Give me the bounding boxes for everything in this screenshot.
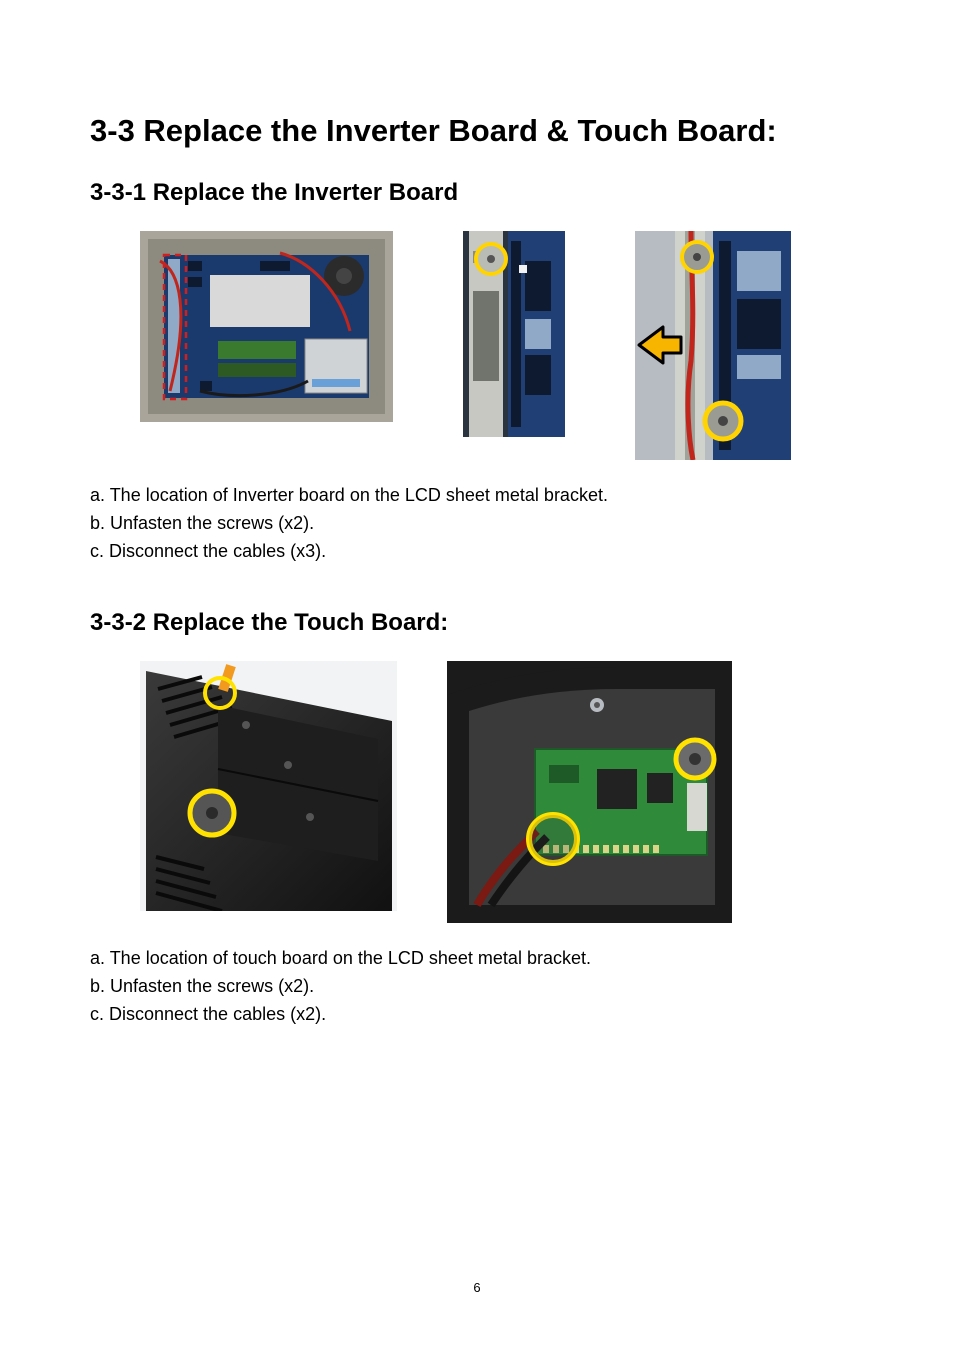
figure-row-2 [140,661,864,923]
section-title: 3-3 Replace the Inverter Board & Touch B… [90,112,864,151]
figure-inverter-screw-top [463,231,565,437]
page-number: 6 [0,1280,954,1295]
figure-touch-board-pcb [447,661,732,923]
document-page: 3-3 Replace the Inverter Board & Touch B… [0,0,954,1351]
subsection-1-title: 3-3-1 Replace the Inverter Board [90,179,864,207]
step-2c: c. Disconnect the cables (x2). [90,1001,864,1029]
subsection-2-steps: a. The location of touch board on the LC… [90,945,864,1029]
figure-inverter-cables [635,231,791,460]
figure-row-1 [140,231,864,460]
figure-touch-housing [140,661,397,911]
step-1b: b. Unfasten the screws (x2). [90,510,864,538]
step-1a: a. The location of Inverter board on the… [90,482,864,510]
step-1c: c. Disconnect the cables (x3). [90,538,864,566]
figure-inverter-overview [140,231,393,422]
subsection-2-title: 3-3-2 Replace the Touch Board: [90,609,864,637]
step-2a: a. The location of touch board on the LC… [90,945,864,973]
step-2b: b. Unfasten the screws (x2). [90,973,864,1001]
subsection-1-steps: a. The location of Inverter board on the… [90,482,864,566]
